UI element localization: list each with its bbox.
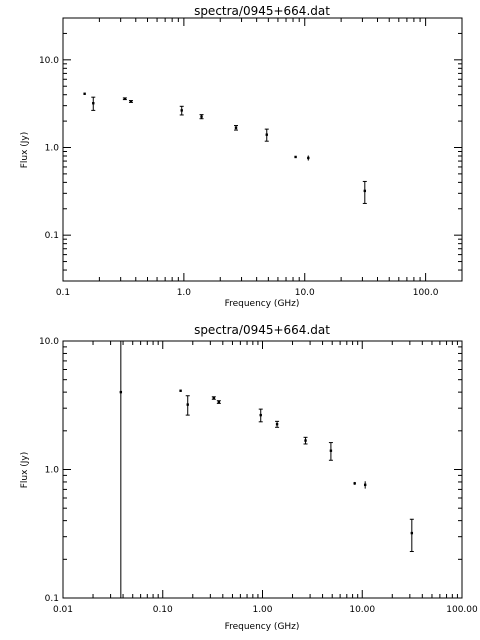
data-point	[200, 115, 203, 118]
data-point	[180, 109, 183, 112]
data-point	[92, 102, 95, 105]
data-point	[234, 126, 238, 129]
x-axis-label: Frequency (GHz)	[225, 299, 300, 309]
y-tick-label: 1.0	[45, 143, 60, 153]
data-point	[275, 423, 279, 426]
chart-title: spectra/0945+664.dat	[194, 323, 330, 337]
chart-title: spectra/0945+664.dat	[194, 4, 330, 18]
x-tick-label: 10.00	[349, 605, 375, 615]
data-point	[363, 189, 367, 193]
y-tick-label: 0.1	[45, 231, 59, 241]
x-axis-label: Frequency (GHz)	[225, 622, 300, 632]
data-point	[83, 92, 86, 95]
y-tick-label: 0.1	[45, 594, 59, 604]
y-tick-label: 10.0	[39, 337, 59, 347]
x-tick-label: 0.01	[53, 605, 73, 615]
x-tick-label: 100.00	[446, 605, 478, 615]
y-tick-label: 1.0	[45, 466, 60, 476]
data-point	[410, 531, 414, 535]
data-point	[329, 449, 333, 452]
x-tick-label: 10.0	[295, 288, 315, 298]
data-point	[119, 390, 123, 394]
data-point	[265, 133, 268, 136]
y-axis-label: Flux (Jy)	[20, 452, 30, 489]
data-point	[307, 156, 310, 160]
data-point	[294, 155, 297, 159]
data-point	[217, 400, 221, 404]
x-tick-label: 0.1	[56, 288, 70, 298]
x-tick-label: 100.0	[413, 288, 439, 298]
y-tick-label: 10.0	[39, 56, 59, 66]
plot-frame	[62, 340, 463, 599]
x-tick-label: 1.00	[252, 605, 272, 615]
data-point	[304, 439, 307, 442]
x-tick-label: 1.0	[177, 288, 192, 298]
plot-frame	[62, 17, 463, 282]
data-point	[179, 389, 182, 392]
data-point	[212, 396, 216, 400]
data-point	[186, 403, 189, 406]
data-point	[259, 413, 262, 417]
data-point	[129, 100, 133, 103]
data-point	[123, 97, 127, 100]
data-point	[363, 483, 367, 487]
x-tick-label: 0.10	[153, 605, 173, 615]
data-point	[353, 482, 356, 485]
y-axis-label: Flux (Jy)	[20, 132, 30, 169]
